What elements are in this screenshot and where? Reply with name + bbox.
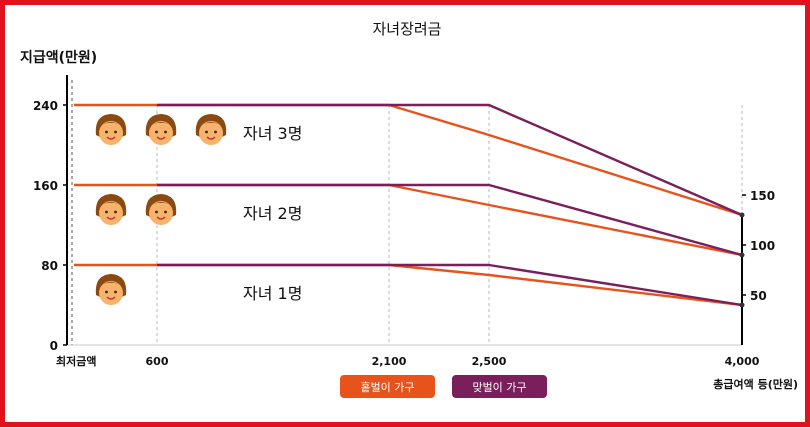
x-tick-label-1: 600	[146, 355, 169, 368]
eye-left	[155, 210, 158, 214]
eye-right	[164, 210, 167, 214]
line-single-children-1	[74, 263, 743, 307]
x-axis-title: 총급여액 등(만원)	[713, 377, 798, 391]
line-dual-children-1	[157, 263, 743, 307]
x-tick-labels: 최저금액 600 2,100 2,500 4,000	[56, 354, 760, 368]
eye-right	[164, 130, 167, 134]
mouth	[106, 216, 116, 220]
bangs	[149, 202, 173, 207]
eye-right	[114, 210, 117, 214]
eye-right	[114, 290, 117, 294]
chart-title: 자녀장려금	[372, 20, 441, 38]
right-tick-label-2: 150	[750, 189, 775, 203]
eye-left	[105, 130, 108, 134]
bangs	[149, 122, 173, 127]
x-tick-label-2: 2,100	[372, 355, 407, 368]
right-tick-labels: 50 100 150	[742, 189, 775, 303]
series-lines	[74, 103, 745, 308]
legend-label-single: 홑벌이 가구	[360, 381, 414, 394]
child-face-icon-5	[95, 274, 127, 305]
end-marker-children-3	[739, 212, 745, 218]
y-tick-labels: 0 80 160 240	[33, 99, 67, 353]
bangs	[99, 202, 123, 207]
bangs	[99, 122, 123, 127]
right-tick-label-0: 50	[750, 289, 767, 303]
mouth	[106, 296, 116, 300]
mouth	[156, 216, 166, 220]
y-tick-label-2: 160	[33, 179, 58, 193]
eye-left	[155, 130, 158, 134]
line-dual-children-2	[157, 183, 743, 257]
y-tick-label-0: 0	[50, 339, 58, 353]
child-face-icon-1	[145, 114, 177, 145]
legend: 홑벌이 가구 맞벌이 가구	[340, 375, 547, 398]
eye-left	[205, 130, 208, 134]
face	[99, 201, 123, 225]
legend-box-single	[340, 375, 435, 398]
mouth	[156, 136, 166, 140]
x-tick-label-3: 2,500	[472, 355, 507, 368]
line-single-children-2	[74, 183, 743, 257]
group-label-children-3: 자녀 3명	[243, 124, 302, 143]
bangs	[199, 122, 223, 127]
face	[149, 201, 173, 225]
y-tick-label-1: 80	[41, 259, 58, 273]
child-face-icon-3	[95, 194, 127, 225]
y-tick-label-3: 240	[33, 99, 58, 113]
legend-label-dual: 맞벌이 가구	[472, 381, 526, 394]
face	[149, 121, 173, 145]
x-tick-label-4: 4,000	[725, 355, 760, 368]
eye-left	[105, 210, 108, 214]
eye-right	[114, 130, 117, 134]
right-tick-label-1: 100	[750, 239, 775, 253]
child-face-icon-4	[145, 194, 177, 225]
group-label-children-1: 자녀 1명	[243, 284, 302, 303]
end-marker-children-2	[739, 252, 745, 258]
y-axis-title: 지급액(만원)	[20, 49, 97, 66]
line-dual-children-3	[157, 103, 743, 217]
face	[99, 121, 123, 145]
x-tick-label-0: 최저금액	[56, 354, 96, 368]
child-face-icon-0	[95, 114, 127, 145]
mouth	[106, 136, 116, 140]
eye-right	[214, 130, 217, 134]
bangs	[99, 282, 123, 287]
child-face-icon-2	[195, 114, 227, 145]
axes	[66, 75, 743, 345]
eye-left	[105, 290, 108, 294]
legend-box-dual	[452, 375, 547, 398]
face	[99, 281, 123, 305]
mouth	[206, 136, 216, 140]
face	[199, 121, 223, 145]
group-label-children-2: 자녀 2명	[243, 204, 302, 223]
end-marker-children-1	[739, 302, 745, 308]
